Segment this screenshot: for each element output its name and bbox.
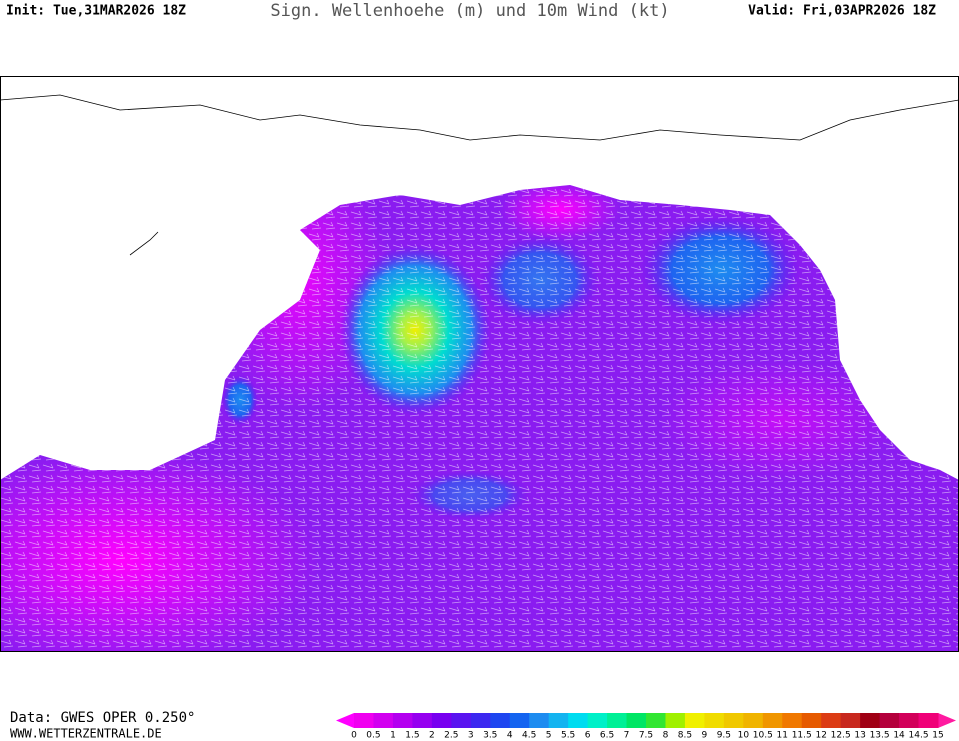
colorbar-tick-label: 11 <box>777 731 788 741</box>
website: WWW.WETTERZENTRALE.DE <box>10 727 162 741</box>
colorbar-segment <box>587 713 608 728</box>
init-time: Init: Tue,31MAR2026 18Z <box>6 4 186 19</box>
colorbar-segment <box>684 713 705 728</box>
colorbar-segment <box>899 713 920 728</box>
colorbar-tick-label: 12.5 <box>831 731 851 741</box>
colorbar-tick-label: 6.5 <box>600 731 614 741</box>
colorbar-tick-label: 11.5 <box>792 731 812 741</box>
colorbar-tick-label: 1 <box>390 731 396 741</box>
ocean <box>0 185 959 651</box>
colorbar-tick-label: 2 <box>429 731 435 741</box>
colorbar-tick-label: 7.5 <box>639 731 653 741</box>
colorbar-segment <box>704 713 725 728</box>
colorbar-segment <box>646 713 666 728</box>
colorbar-segment <box>392 713 413 728</box>
colorbar-under <box>336 713 354 728</box>
colorbar-segment <box>821 713 842 728</box>
colorbar-tick-label: 12 <box>815 731 826 741</box>
colorbar-segment <box>354 713 374 728</box>
colorbar-tick-label: 5.5 <box>561 731 575 741</box>
colorbar-segment <box>860 713 881 728</box>
colorbar-segment <box>568 713 589 728</box>
colorbar-tick-label: 3 <box>468 731 474 741</box>
colorbar-tick-label: 0 <box>351 731 357 741</box>
colorbar-tick-label: 2.5 <box>444 731 458 741</box>
colorbar-tick-label: 0.5 <box>366 731 380 741</box>
map-title: Sign. Wellenhoehe (m) und 10m Wind (kt) <box>270 1 669 21</box>
colorbar-tick-label: 5 <box>546 731 552 741</box>
colorbar-tick-label: 3.5 <box>483 731 497 741</box>
colorbar-segment <box>451 713 472 728</box>
colorbar-tick-label: 9.5 <box>717 731 731 741</box>
colorbar-segment <box>918 713 939 728</box>
colorbar-segment <box>801 713 822 728</box>
colorbar-segment <box>529 713 550 728</box>
colorbar-tick-label: 14 <box>893 731 905 741</box>
colorbar-segment <box>665 713 686 728</box>
colorbar-segment <box>743 713 764 728</box>
colorbar-segment <box>490 713 511 728</box>
colorbar-over <box>938 713 956 728</box>
colorbar-segment <box>431 713 452 728</box>
colorbar-segment <box>626 713 647 728</box>
colorbar-tick-label: 14.5 <box>909 731 929 741</box>
colorbar-tick-label: 7 <box>624 731 630 741</box>
colorbar-segment <box>412 713 433 728</box>
colorbar-tick-label: 1.5 <box>405 731 419 741</box>
colorbar-segment <box>840 713 861 728</box>
colorbar-tick-label: 6 <box>585 731 591 741</box>
colorbar-tick-label: 10 <box>738 731 750 741</box>
colorbar-segment <box>879 713 900 728</box>
valid-time: Valid: Fri,03APR2026 18Z <box>748 4 936 19</box>
colorbar-segment <box>509 713 530 728</box>
colorbar-segment <box>548 713 569 728</box>
colorbar-segment <box>762 713 783 728</box>
colorbar-tick-label: 8 <box>663 731 669 741</box>
colorbar-tick-label: 10.5 <box>753 731 773 741</box>
colorbar: 0 0.5 1 1.5 2 2.5 3 3.5 4 4.5 5 5.5 6 6.5 7 7.5 8 8.5 9 9.5… <box>336 713 956 741</box>
colorbar-segment <box>723 713 744 728</box>
data-source: Data: GWES OPER 0.250° <box>10 710 195 726</box>
colorbar-segment <box>373 713 394 728</box>
colorbar-segment <box>782 713 803 728</box>
colorbar-segment <box>470 713 491 728</box>
colorbar-segment <box>607 713 628 728</box>
colorbar-tick-label: 4.5 <box>522 731 536 741</box>
colorbar-tick-label: 13 <box>854 731 865 741</box>
colorbar-tick-label: 13.5 <box>870 731 890 741</box>
colorbar-tick-label: 9 <box>702 731 708 741</box>
colorbar-tick-label: 8.5 <box>678 731 692 741</box>
colorbar-tick-label: 15 <box>932 731 943 741</box>
colorbar-tick-label: 4 <box>507 731 513 741</box>
